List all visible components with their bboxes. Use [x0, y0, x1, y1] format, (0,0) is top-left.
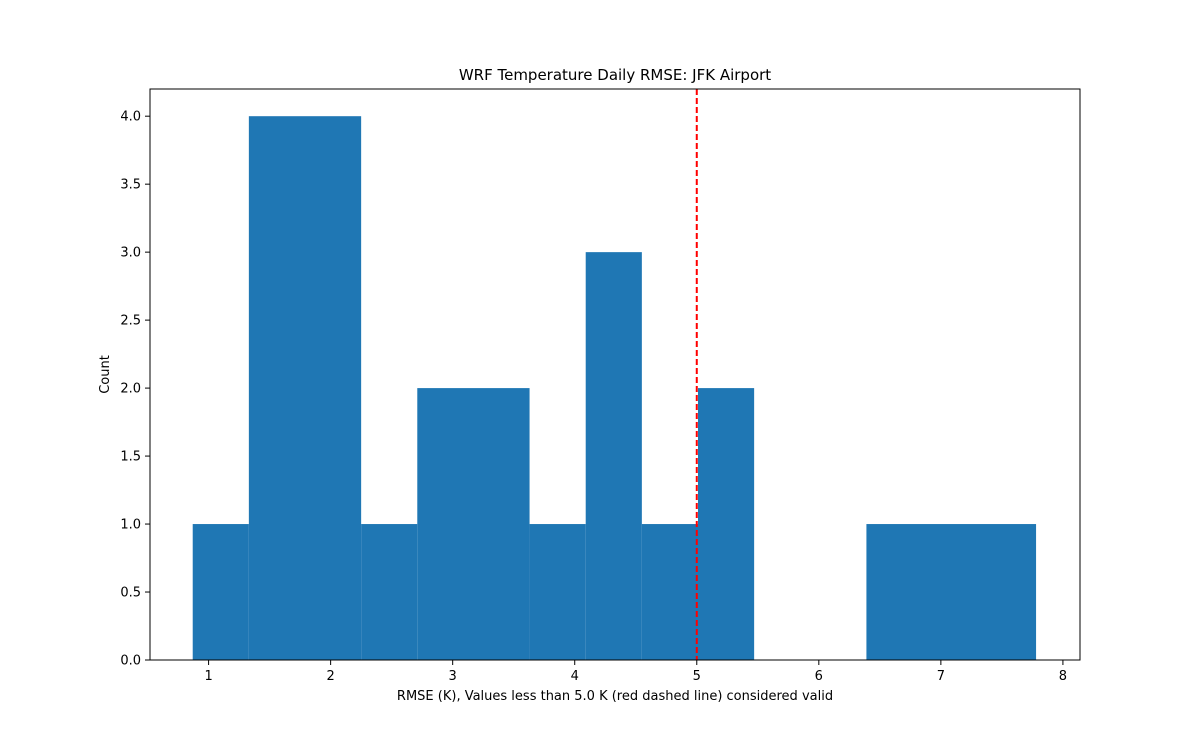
y-tick-label: 3.5 [120, 178, 141, 193]
y-tick-label: 1.5 [120, 450, 141, 465]
x-tick-label: 5 [693, 669, 701, 684]
histogram-bar-6 [585, 252, 642, 660]
histogram-bar-2 [248, 116, 362, 660]
y-tick-label: 2.0 [120, 382, 141, 397]
x-axis-ticks: 1 2 3 4 5 6 7 8 [204, 660, 1067, 684]
x-tick-label: 4 [571, 669, 579, 684]
plot-frame [149, 88, 1081, 661]
y-tick-label: 1.0 [120, 518, 141, 533]
histogram-bar-3 [361, 524, 418, 660]
x-tick-label: 2 [326, 669, 334, 684]
histogram-bar-4 [417, 388, 530, 660]
histogram-bar-1 [192, 524, 249, 660]
x-tick-label: 8 [1059, 669, 1067, 684]
histogram-bar-9 [866, 524, 1037, 660]
histogram-bar-8 [697, 388, 755, 660]
x-axis-label: RMSE (K), Values less than 5.0 K (red da… [397, 689, 833, 704]
y-tick-label: 0.5 [120, 586, 141, 601]
y-axis-ticks: 0.0 0.5 1.0 1.5 2.0 2.5 3.0 3.5 4.0 [120, 110, 150, 669]
histogram-bar-5 [529, 524, 586, 660]
y-tick-label: 3.0 [120, 246, 141, 261]
x-tick-label: 7 [937, 669, 945, 684]
x-tick-label: 3 [449, 669, 457, 684]
y-tick-label: 4.0 [120, 110, 141, 125]
bars-layer [192, 116, 1037, 660]
chart-title: WRF Temperature Daily RMSE: JFK Airport [459, 66, 771, 84]
x-tick-label: 6 [815, 669, 823, 684]
y-tick-label: 0.0 [120, 654, 141, 669]
y-tick-label: 2.5 [120, 314, 141, 329]
y-axis-label: Count [98, 355, 113, 394]
histogram-bar-7 [641, 524, 698, 660]
x-tick-label: 1 [204, 669, 212, 684]
